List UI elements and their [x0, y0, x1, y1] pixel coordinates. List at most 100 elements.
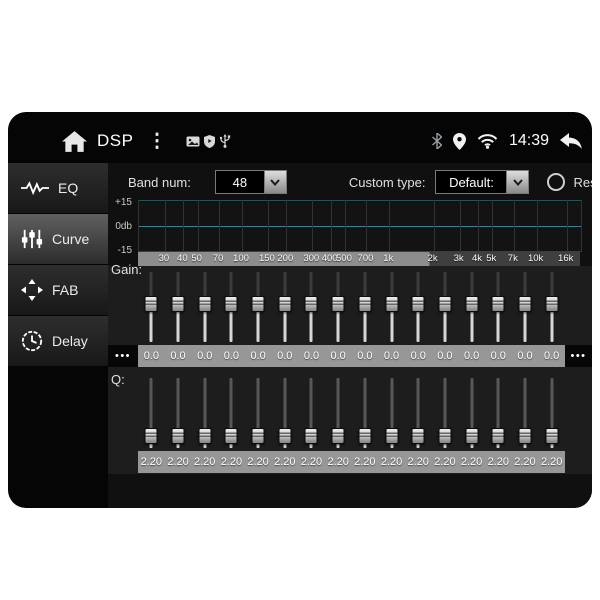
- gain-band-slider[interactable]: [538, 272, 565, 342]
- slider-thumb[interactable]: [251, 428, 265, 445]
- slider-thumb[interactable]: [358, 428, 372, 445]
- slider-thumb[interactable]: [224, 295, 238, 312]
- gain-band-slider[interactable]: [165, 272, 192, 342]
- slider-thumb[interactable]: [411, 295, 425, 312]
- slider-thumb[interactable]: [545, 428, 559, 445]
- custom-type-value[interactable]: Default:: [435, 170, 508, 194]
- gain-band-slider[interactable]: [458, 272, 485, 342]
- slider-thumb[interactable]: [278, 428, 292, 445]
- q-band-slider[interactable]: [458, 378, 485, 448]
- slider-thumb[interactable]: [518, 295, 532, 312]
- gain-band-slider[interactable]: [271, 272, 298, 342]
- graph-gridline: [566, 200, 568, 252]
- location-icon[interactable]: [452, 132, 466, 150]
- q-band-slider[interactable]: [378, 378, 405, 448]
- slider-thumb[interactable]: [198, 428, 212, 445]
- gain-scroll-right-button[interactable]: •••: [565, 345, 592, 367]
- band-num-dropdown[interactable]: 48: [214, 170, 287, 194]
- gain-band-slider[interactable]: [352, 272, 379, 342]
- slider-thumb[interactable]: [545, 295, 559, 312]
- gain-band-slider[interactable]: [325, 272, 352, 342]
- q-band-slider[interactable]: [218, 378, 245, 448]
- sidebar-item-delay[interactable]: Delay: [8, 316, 108, 366]
- gain-band-slider[interactable]: [138, 272, 165, 342]
- custom-type-dropdown-button[interactable]: [507, 170, 530, 194]
- q-section-label: Q:: [111, 372, 125, 387]
- gain-band-slider[interactable]: [485, 272, 512, 342]
- q-band-slider[interactable]: [271, 378, 298, 448]
- slider-thumb[interactable]: [465, 428, 479, 445]
- slider-thumb[interactable]: [304, 428, 318, 445]
- freq-tick-label: 1k: [383, 253, 394, 264]
- gain-band-slider[interactable]: [432, 272, 459, 342]
- band-num-value[interactable]: 48: [214, 170, 265, 194]
- slider-thumb[interactable]: [278, 295, 292, 312]
- wifi-icon[interactable]: [477, 133, 498, 149]
- slider-thumb[interactable]: [251, 295, 265, 312]
- gain-band-slider[interactable]: [298, 272, 325, 342]
- slider-track: [149, 378, 153, 448]
- eq-curve-graph[interactable]: [138, 200, 582, 252]
- slider-thumb[interactable]: [385, 428, 399, 445]
- slider-thumb[interactable]: [304, 295, 318, 312]
- gain-band-slider[interactable]: [218, 272, 245, 342]
- custom-type-dropdown[interactable]: Default:: [435, 170, 530, 194]
- bluetooth-icon[interactable]: [431, 133, 442, 149]
- q-band-slider[interactable]: [405, 378, 432, 448]
- slider-track: [523, 378, 527, 448]
- reset-control[interactable]: Reset: [547, 173, 592, 191]
- slider-thumb[interactable]: [438, 295, 452, 312]
- slider-thumb[interactable]: [144, 428, 158, 445]
- q-band-slider[interactable]: [245, 378, 272, 448]
- slider-thumb[interactable]: [144, 295, 158, 312]
- sidebar: EQ Curve: [8, 163, 108, 367]
- q-band-slider[interactable]: [538, 378, 565, 448]
- sidebar-item-curve[interactable]: Curve: [8, 214, 108, 264]
- sidebar-item-fab[interactable]: FAB: [8, 265, 108, 315]
- slider-thumb[interactable]: [491, 295, 505, 312]
- q-band-slider[interactable]: [325, 378, 352, 448]
- gain-band-slider[interactable]: [245, 272, 272, 342]
- chevron-down-icon: [270, 178, 281, 186]
- slider-thumb[interactable]: [518, 428, 532, 445]
- slider-thumb[interactable]: [171, 295, 185, 312]
- status-bar-left: DSP ⋮: [62, 130, 231, 153]
- slider-thumb[interactable]: [171, 428, 185, 445]
- gain-band-slider[interactable]: [378, 272, 405, 342]
- q-band-slider[interactable]: [191, 378, 218, 448]
- gain-band-slider[interactable]: [512, 272, 539, 342]
- q-band-slider[interactable]: [512, 378, 539, 448]
- slider-thumb[interactable]: [438, 428, 452, 445]
- slider-thumb[interactable]: [198, 295, 212, 312]
- home-icon[interactable]: [62, 130, 87, 152]
- gain-band-slider[interactable]: [405, 272, 432, 342]
- gain-band-value: 0.0: [197, 350, 213, 362]
- reset-radio-icon[interactable]: [547, 173, 566, 191]
- back-icon[interactable]: [560, 133, 582, 149]
- y-axis-label: -15: [117, 245, 132, 256]
- q-band-slider[interactable]: [165, 378, 192, 448]
- band-num-dropdown-button[interactable]: [264, 170, 287, 194]
- sidebar-item-eq[interactable]: EQ: [8, 163, 108, 213]
- q-band-slider[interactable]: [432, 378, 459, 448]
- slider-thumb[interactable]: [465, 295, 479, 312]
- slider-thumb[interactable]: [411, 428, 425, 445]
- gain-band-slider[interactable]: [191, 272, 218, 342]
- q-band-slider[interactable]: [485, 378, 512, 448]
- slider-thumb[interactable]: [358, 295, 372, 312]
- graph-gridline: [344, 200, 346, 252]
- q-band-slider[interactable]: [352, 378, 379, 448]
- slider-thumb[interactable]: [331, 295, 345, 312]
- freq-tick-label: 16k: [558, 253, 574, 264]
- overflow-menu-icon[interactable]: ⋮: [147, 130, 167, 152]
- q-band-slider[interactable]: [138, 378, 165, 448]
- slider-thumb[interactable]: [491, 428, 505, 445]
- slider-thumb[interactable]: [224, 428, 238, 445]
- freq-tick-label: 100: [233, 253, 249, 264]
- gain-scroll-left-button[interactable]: •••: [108, 345, 138, 367]
- sidebar-item-label: EQ: [58, 180, 79, 196]
- slider-thumb[interactable]: [385, 295, 399, 312]
- q-band-slider[interactable]: [298, 378, 325, 448]
- slider-thumb[interactable]: [331, 428, 345, 445]
- freq-axis-strip[interactable]: 30 40 50 70 100 150 200 300 400 500 700 1k 2k 3k 4k 5k 7…: [138, 252, 580, 266]
